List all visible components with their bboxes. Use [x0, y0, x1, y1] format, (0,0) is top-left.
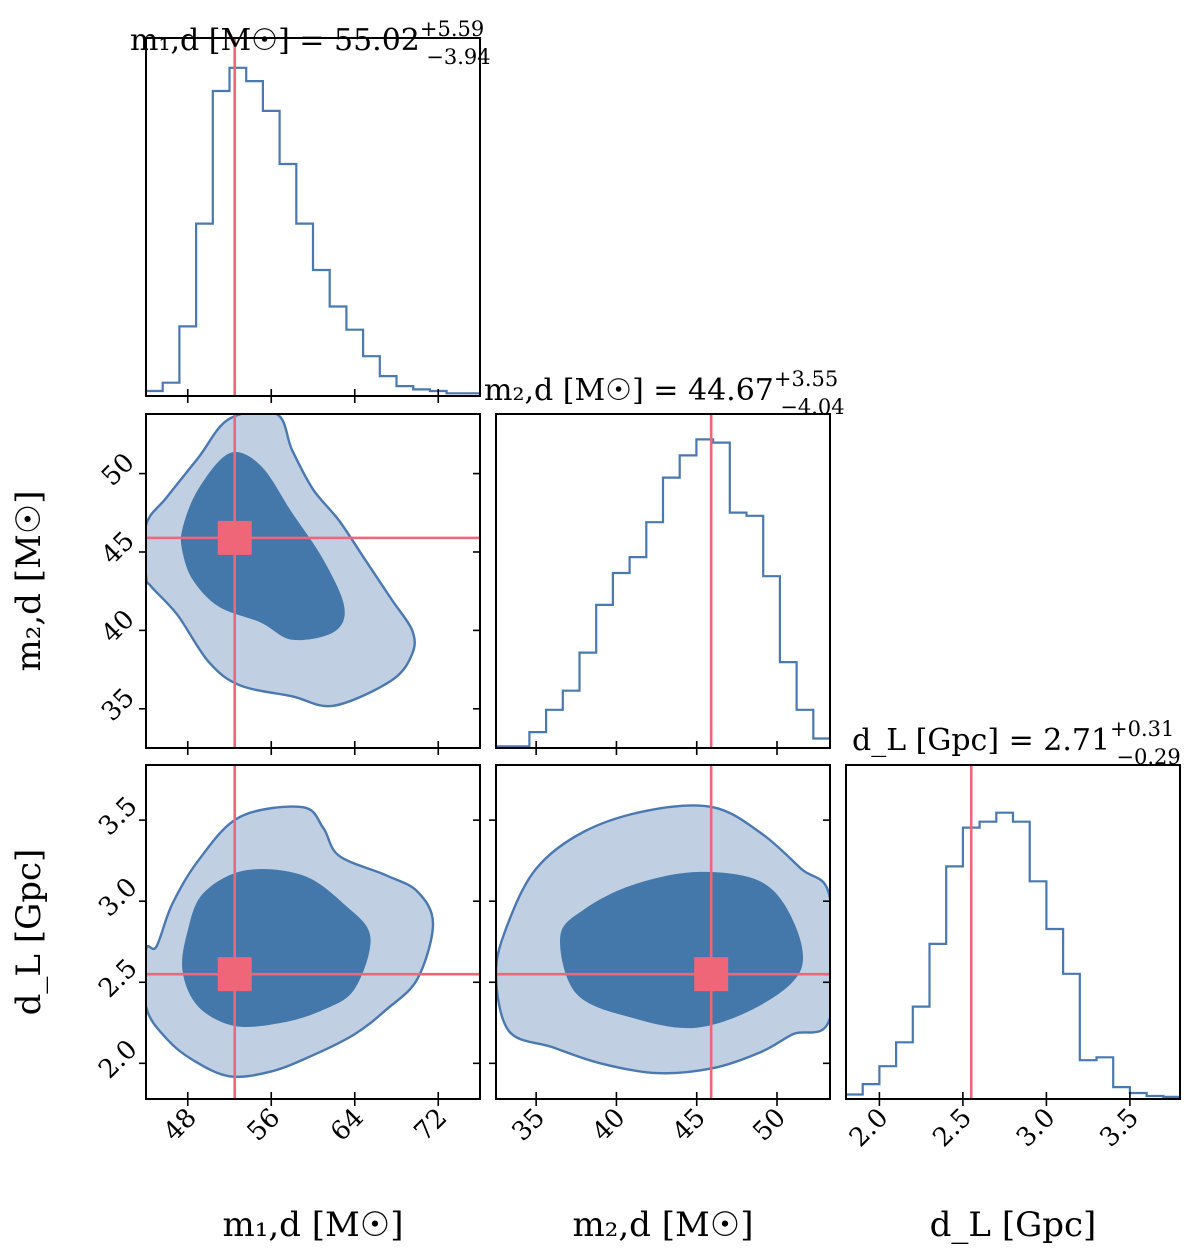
p22-x-tick-label: 3.5	[1094, 1103, 1144, 1153]
m1-dL-contour-panel	[146, 765, 480, 1099]
p21-x-tick-label: 35	[506, 1103, 551, 1148]
p20-x-tick-label: 64	[325, 1103, 370, 1148]
x-axis-label-dL: d_L [Gpc]	[930, 1205, 1097, 1245]
m2-dL-truth-marker	[694, 957, 729, 992]
p22-x-tick-label: 2.0	[844, 1103, 894, 1153]
x-axis-label-m1: m₁,d [M☉]	[222, 1205, 403, 1245]
dL-marginal-histogram-line	[846, 811, 1180, 1098]
p20-y-tick-label: 2.5	[93, 953, 143, 1003]
m1-dL-frame	[145, 764, 481, 1100]
p20-y-tick-label: 2.0	[93, 1034, 143, 1084]
p21-x-tick-label: 45	[667, 1103, 712, 1148]
p22-x-tick-label: 2.5	[927, 1103, 977, 1153]
m2-dL-contour-panel	[496, 765, 830, 1099]
m2-marginal-panel	[496, 414, 830, 748]
dL-marginal-panel	[846, 765, 1180, 1099]
dL-title: d_L [Gpc] = 2.71+0.31 −0.29	[852, 717, 1181, 769]
p20-x-tick-label: 56	[242, 1103, 287, 1148]
m1-title: m₁,d [M☉] = 55.02+5.59 −3.94	[130, 17, 491, 69]
y-axis-label-dL: d_L [Gpc]	[9, 849, 49, 1016]
m2-title: m₂,d [M☉] = 44.67+3.55 −4.04	[484, 367, 845, 419]
y-axis-label-m2: m₂,d [M☉]	[9, 490, 49, 671]
m2-marginal-histogram-line	[496, 438, 830, 748]
p22-x-tick-label: 3.0	[1011, 1103, 1061, 1153]
m1-m2-inner-contour	[180, 452, 345, 641]
p21-x-tick-label: 50	[747, 1103, 792, 1148]
m1-marginal-histogram-line	[146, 66, 480, 395]
m1-m2-frame	[145, 413, 481, 749]
p20-x-tick-label: 48	[158, 1103, 203, 1148]
axis-ticks	[139, 389, 1131, 1106]
p10-y-tick-label: 45	[96, 526, 141, 571]
p10-y-tick-label: 40	[96, 604, 141, 649]
m1-marginal-frame	[145, 37, 481, 397]
dL-marginal-frame	[845, 764, 1181, 1100]
m1-m2-contour-panel	[146, 414, 480, 748]
m2-marginal-frame	[495, 413, 831, 749]
p20-x-tick-label: 72	[409, 1103, 454, 1148]
p10-y-tick-label: 50	[96, 448, 141, 493]
x-axis-label-m2: m₂,d [M☉]	[572, 1205, 753, 1245]
p21-x-tick-label: 40	[587, 1103, 632, 1148]
p10-y-tick-label: 35	[96, 683, 141, 728]
m2-dL-inner-contour	[560, 871, 804, 1029]
m2-dL-frame	[495, 764, 831, 1100]
p20-y-tick-label: 3.0	[93, 872, 143, 922]
m1-m2-truth-marker	[217, 520, 252, 555]
p20-y-tick-label: 3.5	[93, 791, 143, 841]
m1-dL-truth-marker	[217, 957, 252, 992]
m1-marginal-panel	[146, 38, 480, 396]
